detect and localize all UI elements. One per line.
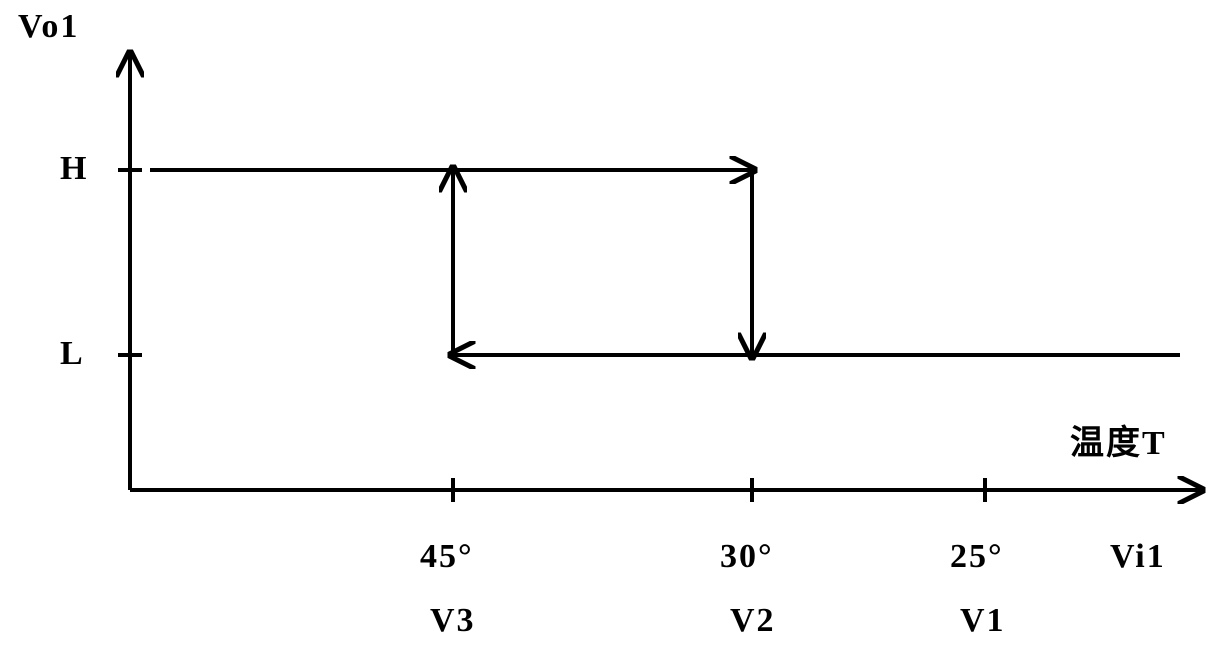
x-tick-label-v3: V3	[430, 602, 476, 640]
diagram-svg	[0, 0, 1226, 656]
x-axis-label-cn: 温度T	[1070, 415, 1167, 464]
x-tick-label-45: 45°	[420, 538, 474, 576]
x-tick-label-v1: V1	[960, 602, 1006, 640]
y-axis-label: Vo1	[18, 8, 79, 46]
x-tick-label-25: 25°	[950, 538, 1004, 576]
diagram-canvas: Vo1 H L 温度T Vi1 45° 30° 25° V3 V2 V1	[0, 0, 1226, 656]
y-tick-label-h: H	[60, 150, 88, 188]
x-axis-label-en: Vi1	[1110, 538, 1166, 576]
y-tick-label-l: L	[60, 335, 85, 373]
x-tick-label-30: 30°	[720, 538, 774, 576]
x-tick-label-v2: V2	[730, 602, 776, 640]
